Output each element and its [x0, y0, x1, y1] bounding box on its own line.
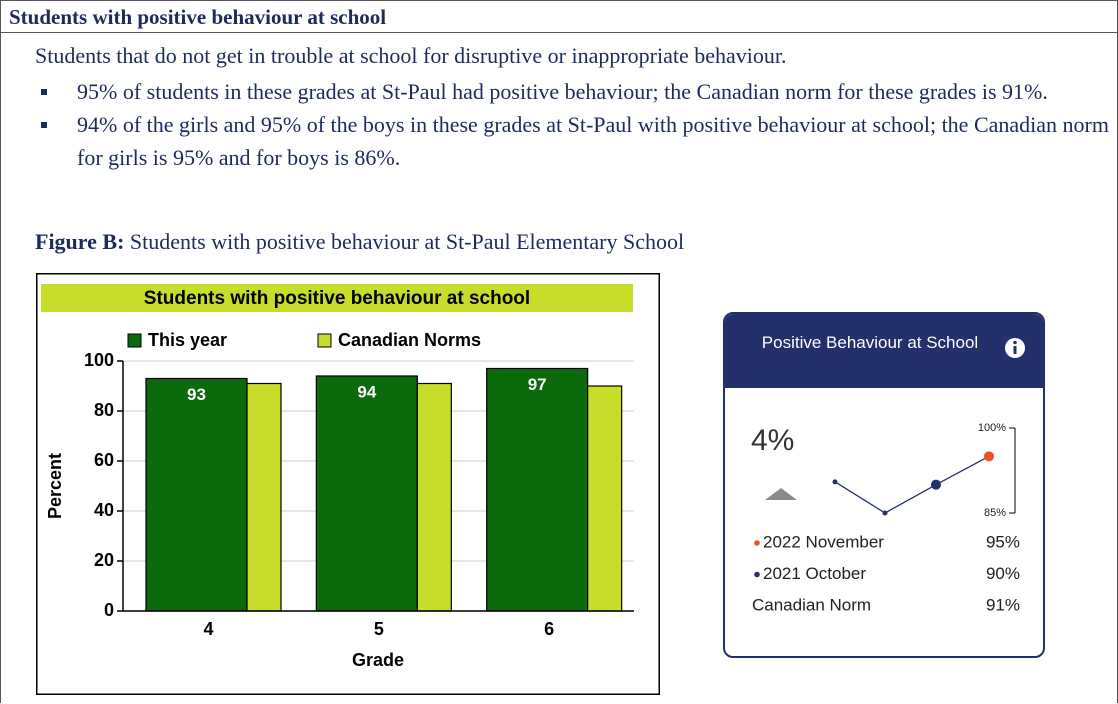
x-axis-label: Grade	[352, 650, 404, 670]
spark-tick-label: 100%	[978, 422, 1006, 434]
y-tick-label: 0	[104, 600, 114, 620]
description: Students that do not get in trouble at s…	[35, 43, 787, 68]
x-tick-label: 4	[203, 619, 213, 639]
kpi-card: Positive Behaviour at School 4% 85% 100% 2…	[723, 312, 1045, 658]
row-label: 2021 October	[763, 564, 866, 583]
row-value: 95%	[986, 532, 1020, 551]
row-dot	[754, 571, 760, 578]
legend-label: Canadian Norms	[338, 330, 481, 350]
y-tick-label: 20	[94, 550, 114, 570]
row-value: 91%	[986, 595, 1020, 614]
bar	[587, 385, 623, 612]
row-value: 90%	[986, 564, 1020, 583]
card-title: Positive Behaviour at School	[761, 333, 979, 352]
change-value: 4%	[751, 424, 794, 457]
card-header	[725, 314, 1043, 388]
legend-label: This year	[148, 330, 227, 350]
spark-point	[882, 510, 888, 516]
info-icon-stem	[1013, 346, 1017, 354]
bullet-list: 95% of students in these grades at St-Pa…	[35, 75, 1111, 174]
spark-point	[984, 451, 994, 462]
data-label: 97	[528, 375, 547, 394]
caption-label: Figure B:	[35, 229, 125, 254]
x-tick-label: 6	[544, 619, 554, 639]
bar	[486, 367, 589, 612]
y-tick-label: 40	[94, 500, 114, 520]
data-label: 93	[187, 385, 206, 404]
section-title: Students with positive behaviour at scho…	[1, 1, 1117, 33]
spark-tick-label: 85%	[984, 507, 1006, 519]
bar-chart: Students with positive behaviour at scho…	[36, 273, 660, 695]
trend-arrow	[765, 488, 797, 500]
info-icon-dot	[1013, 340, 1017, 345]
bar	[246, 382, 282, 612]
figure-caption: Figure B: Students with positive behavio…	[35, 229, 684, 255]
title-bar	[41, 284, 633, 312]
card-graphics: 4% 85% 100% 2022 November 95% 2021 October 90…	[751, 338, 1025, 614]
spark-point	[832, 479, 838, 485]
bar	[315, 375, 418, 612]
bar	[145, 377, 248, 612]
legend-swatch	[127, 333, 142, 348]
y-tick-label: 100	[84, 350, 114, 370]
row-dot	[754, 540, 760, 546]
chart-title: Students with positive behaviour at scho…	[144, 288, 530, 309]
caption-text: Students with positive behaviour at St-P…	[129, 229, 685, 254]
bullet: 95% of students in these grades at St-Pa…	[35, 75, 1111, 108]
data-label: 94	[357, 382, 376, 401]
row-label: Canadian Norm	[752, 595, 871, 614]
y-tick-label: 60	[94, 450, 114, 470]
legend-swatch	[317, 333, 332, 348]
spark-line	[834, 455, 990, 514]
x-tick-label: 5	[374, 619, 384, 639]
bullet: 94% of the girls and 95% of the boys in …	[35, 108, 1111, 174]
row-label: 2022 November	[763, 532, 884, 551]
spark-point	[931, 479, 941, 490]
y-tick-label: 80	[94, 400, 114, 420]
bar	[416, 382, 452, 612]
y-axis-label: Percent	[45, 453, 65, 519]
